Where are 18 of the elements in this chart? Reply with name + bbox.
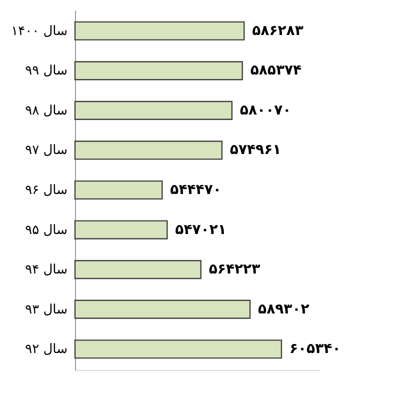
data-label: ۵۸۶۲۸۳	[252, 22, 304, 39]
y-tick-label: سال ۹۳	[25, 302, 68, 318]
data-label: ۵۷۴۹۶۱	[230, 142, 282, 158]
y-tick-label: سال ۹۹	[25, 64, 68, 79]
y-tick-label: سال ۹۲	[25, 342, 68, 358]
data-label: ۵۶۴۲۲۳	[208, 262, 261, 278]
data-label: ۵۸۵۳۷۴	[250, 62, 302, 79]
y-tick-label: سال ۹۵	[25, 222, 68, 238]
y-tick-label: سال ۹۸	[25, 103, 68, 118]
y-tick-label: سال ۹۷	[25, 143, 68, 158]
data-label: ۵۴۷۰۲۱	[175, 222, 226, 238]
data-label: ۵۸۰۰۷۰	[240, 102, 292, 118]
y-tick-label: سال ۹۴	[25, 262, 68, 278]
y-tick-label: سال ۱۴۰۰	[11, 24, 68, 39]
data-label: ۵۴۴۴۷۰	[170, 182, 222, 198]
y-tick-label: سال ۹۶	[25, 183, 68, 198]
data-label: ۵۸۹۳۰۲	[258, 301, 310, 318]
data-label: ۶۰۵۳۴۰	[289, 341, 341, 358]
